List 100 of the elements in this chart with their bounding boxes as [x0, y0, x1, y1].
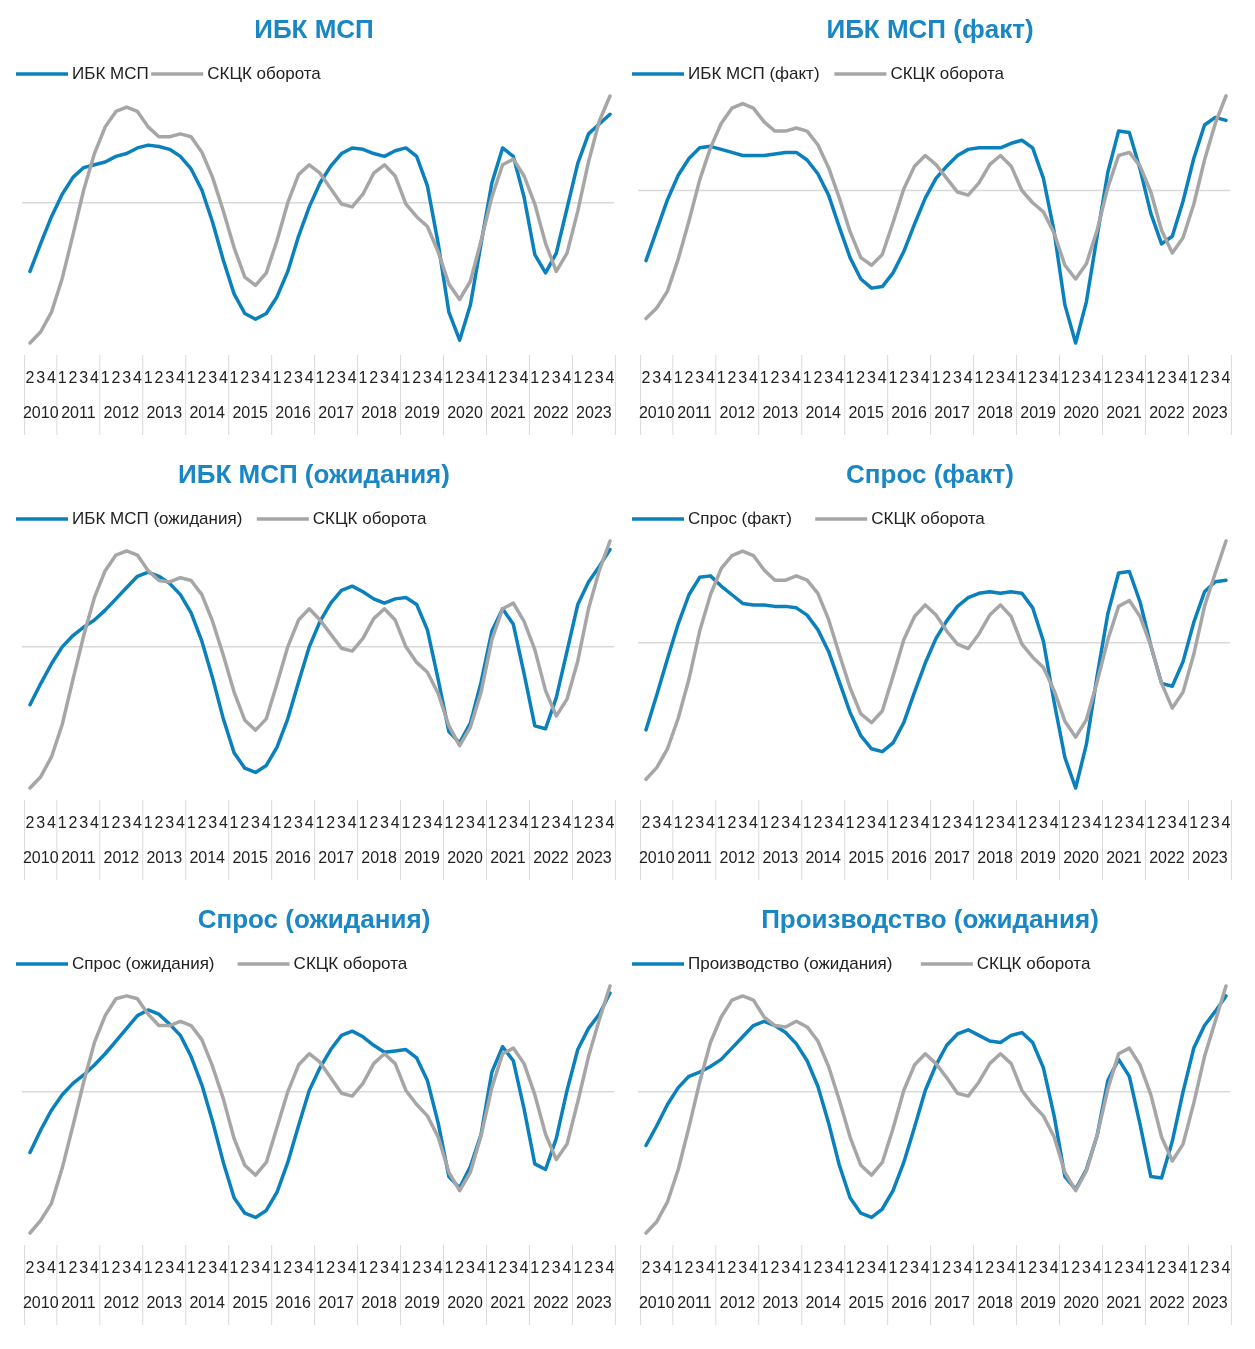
x-tick-label: 3: [465, 369, 475, 386]
text: 2014: [189, 1294, 226, 1311]
x-tick-label: 2: [154, 369, 164, 386]
x-tick-label: 2: [899, 1259, 909, 1276]
x-tick-label: 3: [867, 1259, 877, 1276]
x-tick-label: 4: [47, 1259, 57, 1276]
x-tick-label: 2: [770, 369, 780, 386]
x-tick-label: 2: [25, 369, 35, 386]
x-tick-label: 4: [877, 814, 887, 831]
text: 2011: [677, 404, 712, 421]
text: 2016: [891, 404, 928, 421]
legend-label: ИБК МСП (ожидания): [72, 509, 243, 528]
x-tick-label: 4: [834, 814, 844, 831]
x-tick-label: 2: [899, 369, 909, 386]
x-tick-label: 2: [584, 1259, 594, 1276]
x-tick-label: 2: [1157, 369, 1167, 386]
text: 2021: [490, 1294, 526, 1311]
x-tick-label: 4: [834, 369, 844, 386]
text: 2017: [318, 849, 355, 866]
x-tick-label: 1: [229, 369, 239, 386]
chart-title: ИБК МСП: [254, 14, 374, 44]
text: 2021: [490, 849, 526, 866]
x-tick-label: 3: [79, 369, 89, 386]
x-tick-label: 1: [1103, 369, 1113, 386]
x-tick-label: 4: [390, 814, 400, 831]
text: 2011: [677, 849, 712, 866]
x-tick-label: 3: [465, 1259, 475, 1276]
x-tick-label: 1: [1017, 369, 1027, 386]
x-tick-label: 4: [476, 1259, 486, 1276]
text: 2020: [447, 849, 483, 866]
text: 2021: [1106, 1294, 1142, 1311]
text: 2015: [848, 404, 885, 421]
x-tick-label: 3: [781, 814, 791, 831]
x-tick-label: 2: [684, 1259, 694, 1276]
x-tick-label: 3: [695, 1259, 705, 1276]
text: 2017: [934, 404, 971, 421]
x-tick-label: 4: [663, 1259, 673, 1276]
x-tick-label: 1: [1146, 1259, 1156, 1276]
x-tick-label: 1: [931, 814, 941, 831]
x-tick-label: 1: [845, 1259, 855, 1276]
x-tick-label: 1: [444, 814, 454, 831]
x-tick-label: 2: [154, 1259, 164, 1276]
text: 2014: [189, 404, 226, 421]
x-tick-label: 4: [562, 814, 572, 831]
x-tick-label: 1: [143, 1259, 153, 1276]
x-tick-label: 4: [261, 1259, 271, 1276]
x-tick-label: 1: [530, 369, 540, 386]
x-tick-label: 3: [508, 814, 518, 831]
x-tick-label: 1: [974, 369, 984, 386]
chart-title: Спрос (факт): [846, 459, 1014, 489]
text: 2013: [146, 1294, 183, 1311]
text: 2020: [1063, 404, 1099, 421]
x-tick-label: 1: [759, 369, 769, 386]
text: 2016: [891, 849, 928, 866]
x-tick-label: 2: [240, 814, 250, 831]
chart-title: Спрос (ожидания): [197, 904, 431, 934]
text: 2020: [1063, 1294, 1099, 1311]
x-tick-label: 4: [304, 814, 314, 831]
x-tick-label: 2: [584, 369, 594, 386]
legend-label: СКЦК оборота: [293, 954, 408, 973]
legend-label: СКЦК оборота: [207, 64, 322, 83]
x-tick-label: 2: [1200, 369, 1210, 386]
text: 2012: [103, 404, 140, 421]
text: 2017: [934, 1294, 971, 1311]
text: 2018: [977, 404, 1013, 421]
x-tick-label: 4: [519, 814, 529, 831]
x-tick-label: 4: [47, 814, 57, 831]
text: 2018: [361, 1294, 397, 1311]
x-tick-label: 4: [476, 369, 486, 386]
x-tick-label: 3: [995, 814, 1005, 831]
x-tick-label: 4: [1092, 369, 1102, 386]
x-tick-label: 3: [594, 1259, 604, 1276]
x-tick-label: 1: [1189, 369, 1199, 386]
chart-title: ИБК МСП (ожидания): [178, 459, 450, 489]
text: 2022: [533, 404, 569, 421]
x-tick-label: 4: [47, 369, 57, 386]
x-tick-label: 3: [695, 814, 705, 831]
text: 2010: [638, 404, 675, 421]
x-tick-label: 1: [57, 814, 67, 831]
x-tick-label: 1: [530, 1259, 540, 1276]
text: 2010: [22, 849, 59, 866]
x-tick-label: 2: [641, 1259, 651, 1276]
x-tick-label: 2: [1114, 369, 1124, 386]
text: 2019: [404, 849, 440, 866]
x-tick-label: 4: [791, 369, 801, 386]
x-tick-label: 1: [1103, 814, 1113, 831]
x-tick-label: 3: [1210, 369, 1220, 386]
text: 2016: [891, 1294, 928, 1311]
x-tick-label: 1: [1189, 814, 1199, 831]
x-tick-label: 1: [1146, 369, 1156, 386]
text: 2023: [1192, 404, 1228, 421]
x-tick-label: 4: [963, 369, 973, 386]
x-tick-label: 1: [315, 369, 325, 386]
text: 2013: [762, 404, 799, 421]
text: 2014: [805, 1294, 842, 1311]
x-tick-label: 4: [1135, 1259, 1145, 1276]
x-tick-label: 4: [175, 1259, 185, 1276]
text: 2018: [977, 1294, 1013, 1311]
text: 2015: [848, 849, 885, 866]
x-tick-label: 4: [433, 1259, 443, 1276]
